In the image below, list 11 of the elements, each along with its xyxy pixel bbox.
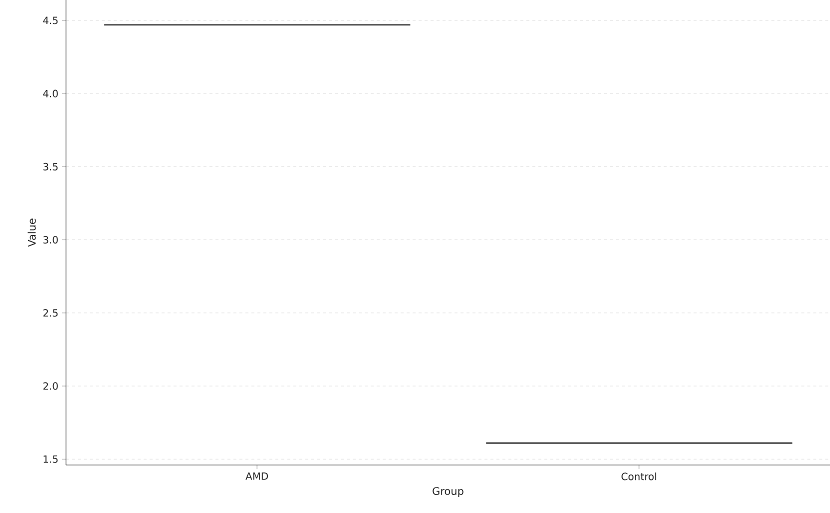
y-tick-label: 4.5: [43, 16, 58, 24]
x-axis-title: Group: [432, 487, 464, 498]
y-tick-label: 3.5: [43, 162, 58, 170]
y-tick-label: 2.0: [43, 382, 58, 390]
x-tick-label: AMD: [246, 472, 268, 480]
y-tick-label: 4.0: [43, 90, 58, 98]
y-axis-title: Value: [28, 218, 36, 247]
y-tick-label: 1.5: [44, 455, 58, 463]
y-tick-label: 2.5: [43, 309, 58, 317]
x-tick-label: Control: [622, 472, 656, 480]
y-tick-label: 3.0: [43, 236, 58, 244]
